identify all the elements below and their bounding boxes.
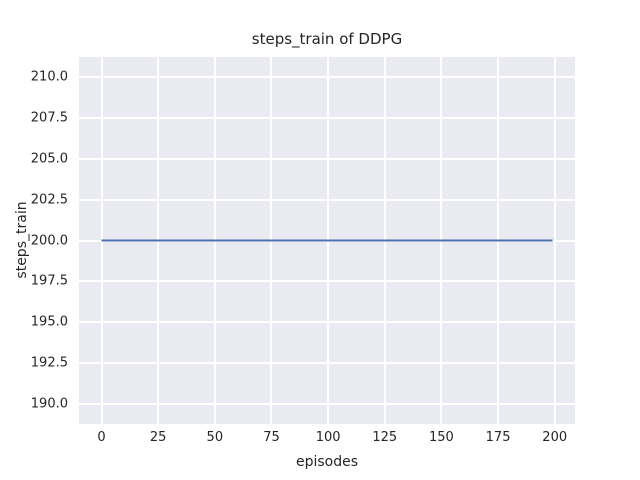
horizontal-gridline [79,361,575,364]
x-tick-label: 125 [372,430,398,445]
horizontal-gridline [79,321,575,324]
y-tick-label: 207.5 [30,110,68,126]
x-tick-label: 175 [485,430,511,445]
x-tick-label: 100 [315,430,341,445]
horizontal-gridline [79,117,575,120]
x-tick-label: 75 [263,430,280,445]
y-tick-label: 190.0 [30,396,68,412]
x-tick-label: 50 [206,430,224,445]
y-tick-label: 192.5 [30,355,68,371]
y-tick-label: 205.0 [30,151,68,167]
x-tick-label: 25 [149,430,167,445]
y-tick-label: 200.0 [30,233,68,248]
vertical-gridline [553,57,556,424]
y-axis-label: steps_train [14,201,30,279]
x-tick-label: 150 [429,430,454,445]
plot-area [79,57,575,424]
horizontal-gridline [79,280,575,283]
line-series-canvas [101,239,553,242]
y-tick-label: 195.0 [30,314,68,330]
x-tick-label: 0 [97,430,106,445]
chart-title: steps_train of DDPG [251,30,403,48]
y-tick-label: 197.5 [30,273,68,289]
y-tick-label: 210.0 [30,69,68,85]
horizontal-gridline [79,157,575,160]
x-axis-label: episodes [295,454,359,470]
horizontal-gridline [79,198,575,201]
x-tick-label: 200 [542,430,568,445]
horizontal-gridline [79,402,575,405]
horizontal-gridline [79,76,575,79]
y-tick-label: 202.5 [30,192,68,208]
